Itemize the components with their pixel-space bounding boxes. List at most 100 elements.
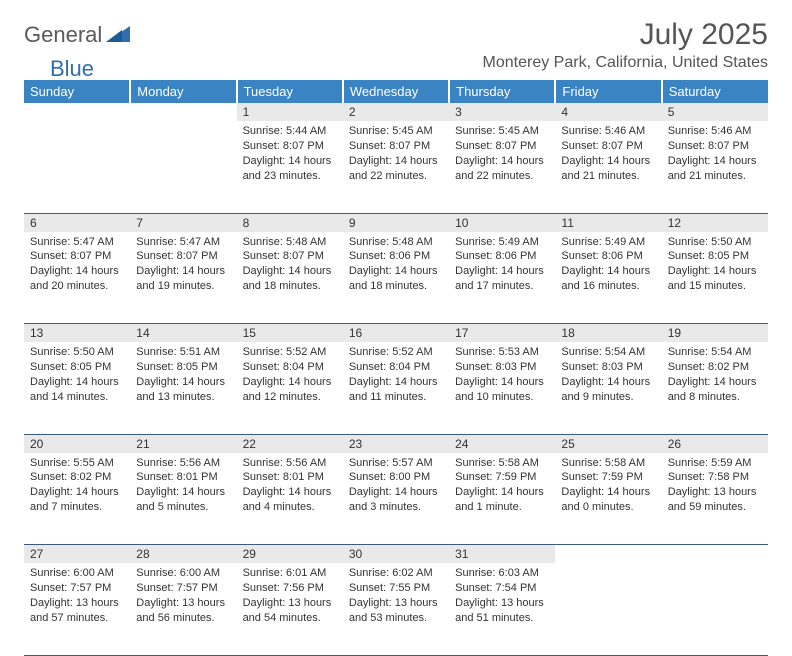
day-details: Sunrise: 5:45 AMSunset: 8:07 PMDaylight:… — [343, 121, 449, 189]
day-number: 1 — [237, 103, 343, 121]
column-header: Thursday — [449, 80, 555, 103]
day-details: Sunrise: 5:56 AMSunset: 8:01 PMDaylight:… — [237, 453, 343, 521]
day-cell: Sunrise: 5:57 AMSunset: 8:00 PMDaylight:… — [343, 453, 449, 545]
day-cell: Sunrise: 5:51 AMSunset: 8:05 PMDaylight:… — [130, 342, 236, 434]
day-number: 7 — [130, 213, 236, 232]
month-title: July 2025 — [483, 18, 768, 52]
calendar-header-row: SundayMondayTuesdayWednesdayThursdayFrid… — [24, 80, 768, 103]
column-header: Tuesday — [237, 80, 343, 103]
day-number — [662, 545, 768, 564]
day-number: 10 — [449, 213, 555, 232]
day-number: 11 — [555, 213, 661, 232]
day-number: 23 — [343, 434, 449, 453]
day-cell: Sunrise: 5:56 AMSunset: 8:01 PMDaylight:… — [237, 453, 343, 545]
day-number: 29 — [237, 545, 343, 564]
day-details: Sunrise: 5:46 AMSunset: 8:07 PMDaylight:… — [555, 121, 661, 189]
day-details: Sunrise: 5:47 AMSunset: 8:07 PMDaylight:… — [130, 232, 236, 300]
day-number — [555, 545, 661, 564]
day-details: Sunrise: 6:03 AMSunset: 7:54 PMDaylight:… — [449, 563, 555, 631]
day-number: 8 — [237, 213, 343, 232]
day-number: 14 — [130, 324, 236, 343]
day-number: 22 — [237, 434, 343, 453]
day-body-row: Sunrise: 6:00 AMSunset: 7:57 PMDaylight:… — [24, 563, 768, 655]
day-cell: Sunrise: 5:45 AMSunset: 8:07 PMDaylight:… — [343, 121, 449, 213]
day-details: Sunrise: 5:52 AMSunset: 8:04 PMDaylight:… — [237, 342, 343, 410]
day-number: 16 — [343, 324, 449, 343]
day-number: 24 — [449, 434, 555, 453]
day-number-row: 13141516171819 — [24, 324, 768, 343]
column-header: Saturday — [662, 80, 768, 103]
title-block: July 2025 Monterey Park, California, Uni… — [483, 18, 768, 72]
day-number: 2 — [343, 103, 449, 121]
day-number-row: 6789101112 — [24, 213, 768, 232]
day-details: Sunrise: 5:58 AMSunset: 7:59 PMDaylight:… — [449, 453, 555, 521]
day-number: 19 — [662, 324, 768, 343]
location: Monterey Park, California, United States — [483, 54, 768, 72]
day-body-row: Sunrise: 5:44 AMSunset: 8:07 PMDaylight:… — [24, 121, 768, 213]
day-number: 5 — [662, 103, 768, 121]
logo-text-blue: Blue — [50, 56, 94, 82]
day-cell: Sunrise: 5:58 AMSunset: 7:59 PMDaylight:… — [555, 453, 661, 545]
day-cell — [555, 563, 661, 655]
day-cell: Sunrise: 5:48 AMSunset: 8:07 PMDaylight:… — [237, 232, 343, 324]
day-cell: Sunrise: 5:52 AMSunset: 8:04 PMDaylight:… — [237, 342, 343, 434]
day-number: 31 — [449, 545, 555, 564]
day-number: 25 — [555, 434, 661, 453]
day-number — [130, 103, 236, 121]
day-details: Sunrise: 5:49 AMSunset: 8:06 PMDaylight:… — [449, 232, 555, 300]
day-cell: Sunrise: 6:01 AMSunset: 7:56 PMDaylight:… — [237, 563, 343, 655]
column-header: Sunday — [24, 80, 130, 103]
day-number: 26 — [662, 434, 768, 453]
day-details: Sunrise: 5:48 AMSunset: 8:06 PMDaylight:… — [343, 232, 449, 300]
day-number-row: 2728293031 — [24, 545, 768, 564]
day-details: Sunrise: 5:50 AMSunset: 8:05 PMDaylight:… — [662, 232, 768, 300]
day-cell — [662, 563, 768, 655]
day-details: Sunrise: 5:51 AMSunset: 8:05 PMDaylight:… — [130, 342, 236, 410]
day-details: Sunrise: 5:49 AMSunset: 8:06 PMDaylight:… — [555, 232, 661, 300]
day-cell: Sunrise: 5:47 AMSunset: 8:07 PMDaylight:… — [24, 232, 130, 324]
day-details: Sunrise: 5:58 AMSunset: 7:59 PMDaylight:… — [555, 453, 661, 521]
day-number: 21 — [130, 434, 236, 453]
day-body-row: Sunrise: 5:47 AMSunset: 8:07 PMDaylight:… — [24, 232, 768, 324]
day-cell: Sunrise: 6:02 AMSunset: 7:55 PMDaylight:… — [343, 563, 449, 655]
day-cell: Sunrise: 5:49 AMSunset: 8:06 PMDaylight:… — [555, 232, 661, 324]
day-cell: Sunrise: 5:53 AMSunset: 8:03 PMDaylight:… — [449, 342, 555, 434]
day-number: 9 — [343, 213, 449, 232]
day-number: 12 — [662, 213, 768, 232]
day-number: 17 — [449, 324, 555, 343]
day-number: 27 — [24, 545, 130, 564]
day-cell: Sunrise: 5:47 AMSunset: 8:07 PMDaylight:… — [130, 232, 236, 324]
day-number: 6 — [24, 213, 130, 232]
day-details: Sunrise: 5:52 AMSunset: 8:04 PMDaylight:… — [343, 342, 449, 410]
day-number-row: 12345 — [24, 103, 768, 121]
day-cell: Sunrise: 6:00 AMSunset: 7:57 PMDaylight:… — [24, 563, 130, 655]
day-number: 20 — [24, 434, 130, 453]
day-details: Sunrise: 6:00 AMSunset: 7:57 PMDaylight:… — [130, 563, 236, 631]
day-details: Sunrise: 5:50 AMSunset: 8:05 PMDaylight:… — [24, 342, 130, 410]
day-cell: Sunrise: 6:03 AMSunset: 7:54 PMDaylight:… — [449, 563, 555, 655]
day-cell: Sunrise: 6:00 AMSunset: 7:57 PMDaylight:… — [130, 563, 236, 655]
day-number: 18 — [555, 324, 661, 343]
day-details: Sunrise: 6:01 AMSunset: 7:56 PMDaylight:… — [237, 563, 343, 631]
logo-text-general: General — [24, 22, 102, 48]
day-body-row: Sunrise: 5:50 AMSunset: 8:05 PMDaylight:… — [24, 342, 768, 434]
day-details: Sunrise: 5:47 AMSunset: 8:07 PMDaylight:… — [24, 232, 130, 300]
day-details: Sunrise: 5:46 AMSunset: 8:07 PMDaylight:… — [662, 121, 768, 189]
day-number: 15 — [237, 324, 343, 343]
day-details: Sunrise: 5:54 AMSunset: 8:03 PMDaylight:… — [555, 342, 661, 410]
day-details: Sunrise: 5:57 AMSunset: 8:00 PMDaylight:… — [343, 453, 449, 521]
day-number — [24, 103, 130, 121]
day-details: Sunrise: 5:53 AMSunset: 8:03 PMDaylight:… — [449, 342, 555, 410]
day-details: Sunrise: 5:48 AMSunset: 8:07 PMDaylight:… — [237, 232, 343, 300]
header: General July 2025 Monterey Park, Califor… — [24, 18, 768, 72]
day-cell: Sunrise: 5:46 AMSunset: 8:07 PMDaylight:… — [555, 121, 661, 213]
day-cell: Sunrise: 5:56 AMSunset: 8:01 PMDaylight:… — [130, 453, 236, 545]
day-details: Sunrise: 6:02 AMSunset: 7:55 PMDaylight:… — [343, 563, 449, 631]
column-header: Wednesday — [343, 80, 449, 103]
day-details: Sunrise: 5:59 AMSunset: 7:58 PMDaylight:… — [662, 453, 768, 521]
logo-triangle-icon — [106, 24, 130, 47]
day-details: Sunrise: 5:44 AMSunset: 8:07 PMDaylight:… — [237, 121, 343, 189]
day-cell — [24, 121, 130, 213]
day-details: Sunrise: 5:56 AMSunset: 8:01 PMDaylight:… — [130, 453, 236, 521]
day-cell: Sunrise: 5:45 AMSunset: 8:07 PMDaylight:… — [449, 121, 555, 213]
